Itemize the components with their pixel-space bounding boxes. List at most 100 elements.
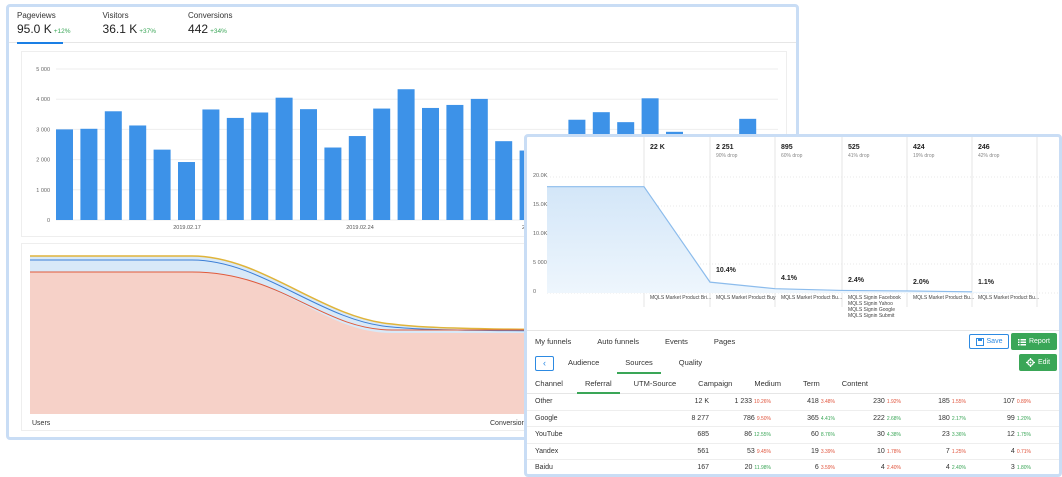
bar[interactable] [324, 147, 342, 220]
floppy-icon [975, 337, 984, 346]
step-value: 23 3.36% [942, 431, 966, 438]
metric-tab-pageviews[interactable]: Pageviews 95.0 K +12% [17, 7, 83, 44]
flow-line-red [30, 271, 782, 331]
step-value: 222 2.68% [873, 414, 901, 422]
metric-tab-visitors[interactable]: Visitors 36.1 K +37% [103, 7, 169, 42]
step-name: MQLS Market Product Bu... [781, 295, 843, 301]
funnel-line [547, 186, 973, 293]
bar[interactable] [397, 89, 415, 220]
bar[interactable] [226, 117, 244, 220]
tab-auto-funnels[interactable]: Auto funnels [597, 337, 639, 346]
step-count: 2 251 [716, 144, 734, 151]
metric-change: +34% [210, 28, 227, 35]
step-value: 86 12.55% [744, 431, 771, 438]
tab-term[interactable]: Term [803, 379, 820, 388]
table-row[interactable]: Other 12 K 1 233 10.26% 418 3.48% 230 1.92% 185 1… [527, 394, 1059, 411]
source-total: 685 [697, 431, 709, 438]
table-row[interactable]: Baidu 167 20 11.98% 6 3.59% 4 2.40% 4 2.40% 3 1.80% [527, 460, 1059, 474]
bar[interactable] [446, 104, 464, 220]
bar[interactable] [470, 98, 488, 220]
tab-pages[interactable]: Pages [713, 337, 736, 346]
x-tick-label: 2019.02.24 [346, 225, 374, 231]
step-name: MQLS Market Product Bu... [978, 295, 1040, 301]
sources-table: Other 12 K 1 233 10.26% 418 3.48% 230 1.92% 185 1… [527, 394, 1059, 474]
save-button[interactable]: Save [969, 334, 1009, 349]
y-tick-label: 1 000 [36, 188, 50, 194]
step-value: 786 9.50% [743, 414, 771, 422]
bar[interactable] [202, 109, 220, 220]
tab-my-funnels[interactable]: My funnels [535, 337, 572, 346]
conversions-label: Conversions [490, 420, 529, 427]
funnel-panel: 20.0K 15.0K 10.0K 5 000 0 22 K 2 251 90% drop 89… [524, 134, 1062, 477]
tab-audience[interactable]: Audience [568, 357, 600, 367]
step-count: 895 [781, 144, 793, 151]
source-type-tabs: Channel Referral UTM-Source Campaign Med… [527, 374, 1059, 394]
bar[interactable] [373, 108, 391, 220]
step-value: 107 0.89% [1003, 398, 1031, 405]
y-tick-label: 20.0K [533, 173, 548, 179]
flow-area-blue [30, 256, 782, 333]
y-tick-label: 5 000 [36, 67, 50, 73]
source-total: 167 [697, 464, 709, 471]
bar[interactable] [56, 129, 73, 220]
bar[interactable] [348, 136, 366, 220]
step-value: 30 4.38% [877, 431, 901, 438]
step-value: 7 1.25% [945, 447, 966, 455]
step-value: 365 4.41% [807, 414, 835, 422]
bar[interactable] [495, 141, 513, 220]
metric-value: 95.0 K [17, 22, 52, 36]
bar[interactable] [104, 111, 122, 220]
step-count: 424 [913, 144, 925, 151]
table-row[interactable]: Yandex 561 53 9.45% 19 3.39% 10 1.78% 7 1.25% 4 0.7… [527, 444, 1059, 460]
report-button[interactable]: Report [1011, 333, 1057, 350]
edit-button[interactable]: Edit [1019, 354, 1057, 371]
bar[interactable] [129, 125, 147, 220]
tab-sources[interactable]: Sources [617, 357, 661, 374]
step-value: 12 1.75% [1007, 431, 1031, 438]
metric-tab-conversions[interactable]: Conversions 442 +34% [188, 7, 244, 42]
step-conversion-rate: 10.4% [716, 267, 736, 274]
analysis-tabs: ‹ Audience Sources Quality Edit [527, 352, 1059, 374]
step-count: 22 K [650, 144, 665, 151]
bar[interactable] [422, 107, 439, 220]
step-value: 4 0.71% [1010, 447, 1031, 455]
table-row[interactable]: Google 8 277 786 9.50% 365 4.41% 222 2.68% 180 2.… [527, 411, 1059, 427]
step-value: 4 2.40% [880, 464, 901, 471]
bar[interactable] [251, 112, 269, 220]
gear-icon [1025, 358, 1035, 367]
users-label: Users [32, 420, 51, 427]
step-value: 418 3.48% [807, 398, 835, 405]
tab-events[interactable]: Events [664, 337, 688, 346]
bar[interactable] [300, 109, 317, 220]
bar[interactable] [275, 97, 293, 220]
tab-content[interactable]: Content [841, 379, 868, 388]
tab-channel[interactable]: Channel [535, 379, 563, 388]
source-total: 561 [697, 447, 709, 455]
step-value: 230 1.92% [873, 398, 901, 405]
bar[interactable] [153, 149, 171, 220]
tab-quality[interactable]: Quality [678, 357, 703, 367]
step-count: 525 [848, 144, 860, 151]
step-drop: 41% drop [848, 153, 870, 159]
metric-label: Visitors [102, 11, 129, 20]
step-value: 6 3.59% [814, 464, 835, 471]
y-tick-label: 10.0K [533, 231, 548, 237]
step-name: MQLS Signin Facebook MQLS Signin Yahoo M… [848, 295, 901, 319]
bar[interactable] [178, 162, 195, 220]
tab-medium[interactable]: Medium [754, 379, 782, 388]
bar[interactable] [80, 128, 98, 220]
back-button[interactable]: ‹ [535, 355, 554, 371]
tab-referral[interactable]: Referral [577, 379, 620, 394]
source-name: Other [535, 398, 553, 405]
table-row[interactable]: YouTube 685 86 12.55% 60 8.76% 30 4.38% 23 3.36% 1… [527, 427, 1059, 444]
chevron-left-icon: ‹ [543, 358, 546, 368]
step-conversion-rate: 2.0% [913, 279, 929, 286]
source-name: Google [535, 414, 558, 422]
x-tick-label: 2019.02.17 [173, 225, 201, 231]
source-total: 12 K [694, 398, 709, 405]
source-name: YouTube [535, 431, 563, 438]
step-conversion-rate: 1.1% [978, 279, 994, 286]
y-tick-label: 3 000 [36, 127, 50, 133]
tab-campaign[interactable]: Campaign [698, 379, 733, 388]
tab-utm-source[interactable]: UTM-Source [633, 379, 677, 388]
